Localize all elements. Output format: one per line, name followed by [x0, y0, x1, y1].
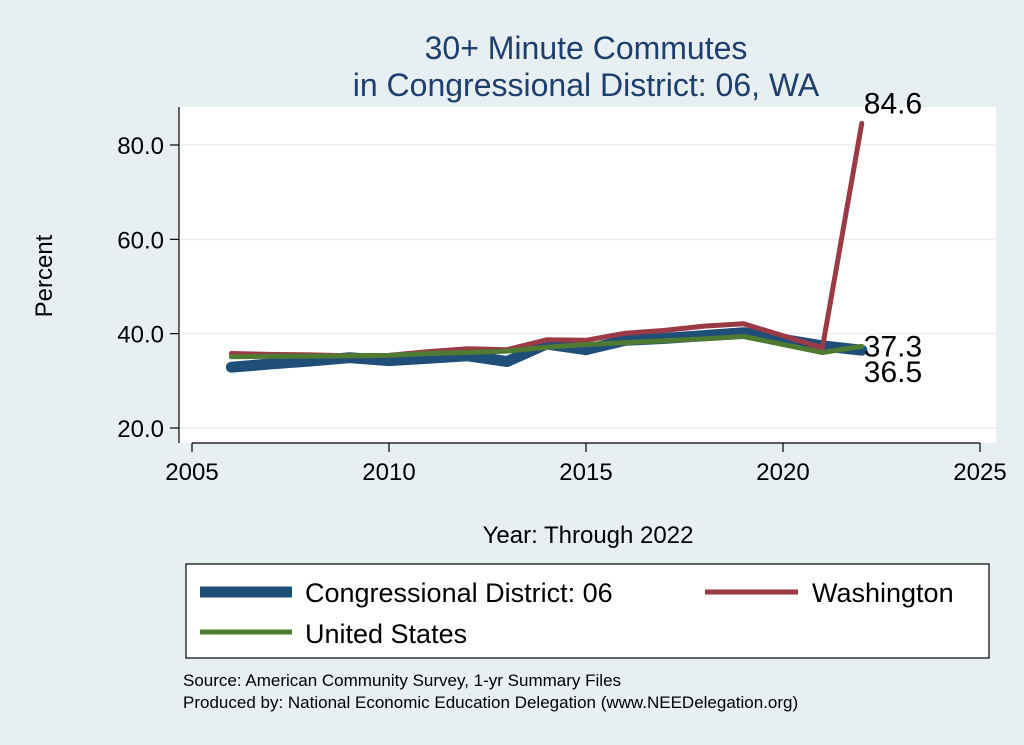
end-labels: 84.6 37.336.5	[864, 87, 922, 389]
chart-title-line-2: in Congressional District: 06, WA	[353, 67, 820, 103]
legend: Congressional District: 06 Washington Unit…	[200, 578, 954, 649]
x-tick-label-2020: 2020	[756, 459, 809, 486]
x-tick-label-2025: 2025	[953, 459, 1006, 486]
x-tick-label-2015: 2015	[559, 459, 612, 486]
legend-label-united-states: United States	[305, 619, 467, 649]
y-axis-title: Percent	[31, 234, 58, 317]
y-tick-label-60: 60.0	[117, 227, 164, 254]
x-tick-label-2010: 2010	[362, 459, 415, 486]
end-label-washington: 84.6	[864, 87, 922, 120]
end-label-united-states: 37.3	[864, 330, 922, 363]
legend-box	[185, 563, 990, 659]
plot-area	[179, 107, 996, 443]
end-label-congressional-district-06: 36.5	[864, 356, 922, 389]
data-series	[225, 120, 868, 373]
source-line-1: Source: American Community Survey, 1-yr …	[183, 671, 621, 690]
y-tick-label-20: 20.0	[117, 416, 164, 443]
source-line-2: Produced by: National Economic Education…	[183, 693, 798, 712]
legend-label-congressional-district-06: Congressional District: 06	[305, 578, 613, 608]
x-axis-title: Year: Through 2022	[483, 522, 694, 549]
y-tick-label-80: 80.0	[117, 133, 164, 160]
y-tick-label-40: 40.0	[117, 322, 164, 349]
axis-ticks: 20.0 40.0 60.0 80.0 2005 2010 2015 2020 2025	[117, 133, 1006, 486]
series-line-congressional-district-06	[225, 327, 868, 373]
x-tick-label-2005: 2005	[165, 459, 218, 486]
series-line-united-states	[228, 334, 865, 360]
legend-label-washington: Washington	[812, 578, 954, 608]
chart-title-line-1: 30+ Minute Commutes	[425, 30, 748, 66]
